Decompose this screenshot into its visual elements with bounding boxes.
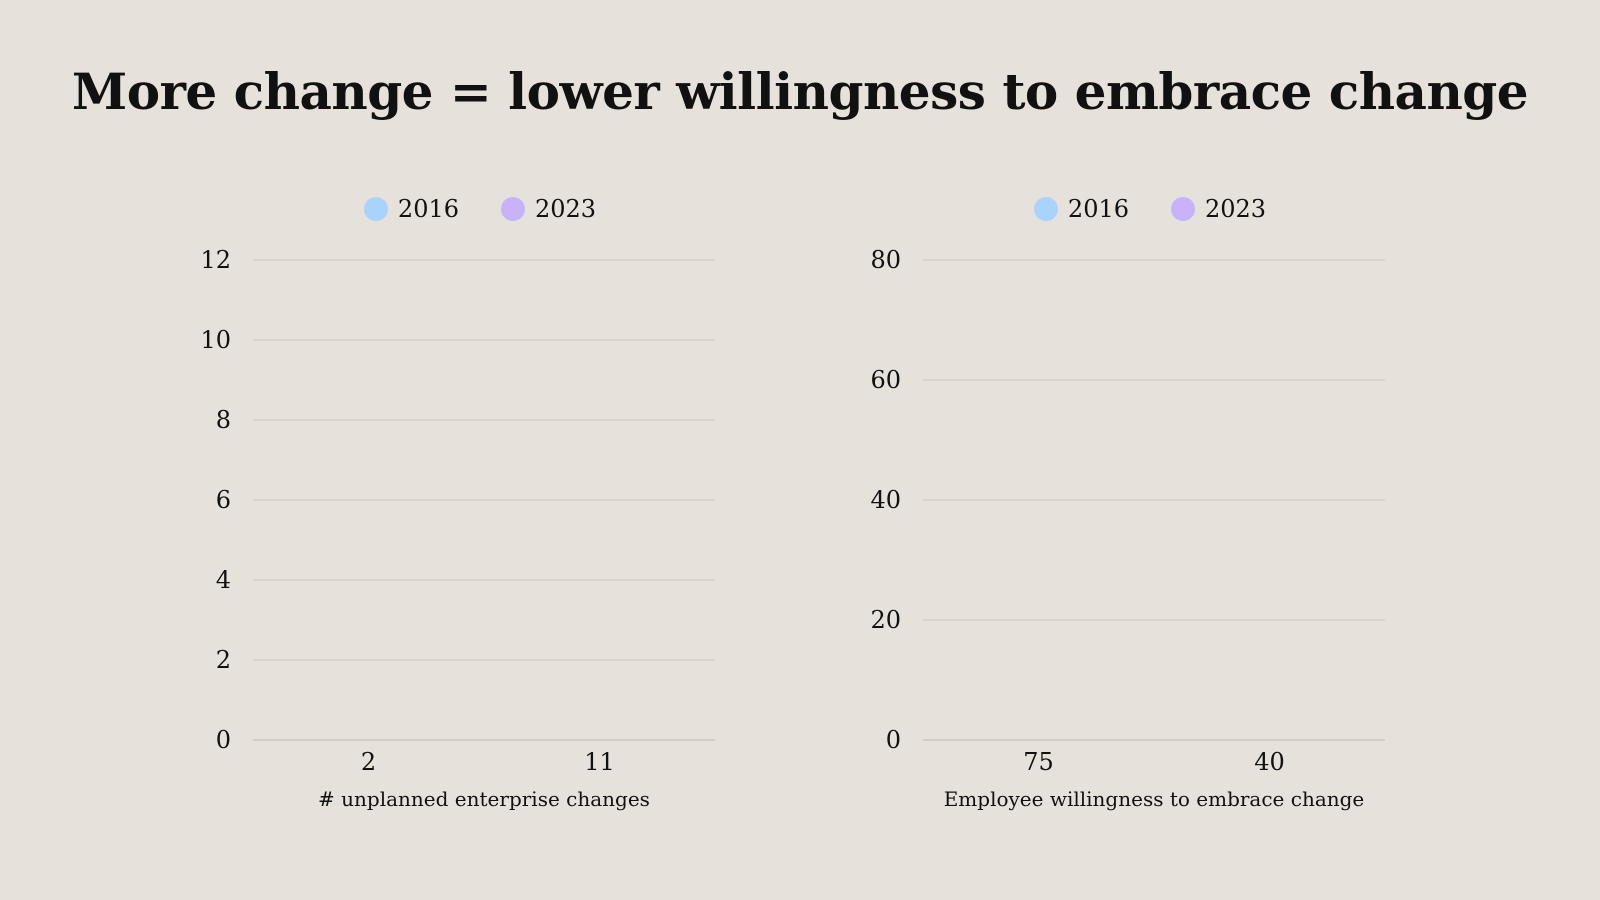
legend-swatch-2016 bbox=[1033, 197, 1058, 221]
legend-label-2023: 2023 bbox=[1205, 195, 1267, 223]
legend-item-2016: 2016 bbox=[1033, 195, 1129, 223]
chart-plot-area: 0 20 40 60 80 75 40 Employee willingness to emb… bbox=[870, 246, 1385, 811]
legend-item-2016: 2016 bbox=[363, 195, 459, 223]
willingness-chart: 2016 2023 0 20 40 60 80 75 40 Employee willingn… bbox=[840, 195, 1460, 835]
legend-label-2016: 2016 bbox=[1067, 195, 1129, 223]
y-tick-label: 8 bbox=[216, 406, 231, 434]
y-tick-label: 6 bbox=[216, 486, 231, 514]
y-tick-label: 20 bbox=[870, 606, 901, 634]
chart-legend: 2016 2023 bbox=[170, 195, 790, 223]
y-tick-label: 0 bbox=[216, 726, 231, 754]
chart-plot-area: 0 2 4 6 8 10 12 2 11 # unplanned enterprise chang… bbox=[200, 246, 715, 811]
slide-title: More change = lower willingness to embra… bbox=[71, 62, 1529, 121]
legend-item-2023: 2023 bbox=[1171, 195, 1266, 223]
y-tick-label: 40 bbox=[870, 486, 901, 514]
legend-swatch-2023 bbox=[501, 197, 525, 221]
legend-item-2023: 2023 bbox=[501, 195, 596, 223]
x-tick-label: 40 bbox=[1254, 748, 1285, 776]
legend-label-2023: 2023 bbox=[535, 195, 597, 223]
legend-label-2016: 2016 bbox=[397, 195, 459, 223]
y-tick-label: 80 bbox=[870, 246, 901, 274]
y-tick-label: 0 bbox=[886, 726, 901, 754]
y-tick-label: 4 bbox=[216, 566, 231, 594]
unplanned-changes-chart: 2016 2023 0 2 4 6 8 10 12 2 11 # unplanned enterp… bbox=[170, 195, 790, 835]
y-tick-label: 10 bbox=[200, 326, 231, 354]
y-tick-label: 60 bbox=[870, 366, 901, 394]
y-tick-label: 12 bbox=[200, 246, 231, 274]
x-tick-label: 75 bbox=[1023, 748, 1054, 776]
legend-swatch-2023 bbox=[1171, 197, 1195, 221]
x-axis-label: Employee willingness to embrace change bbox=[944, 787, 1365, 811]
x-tick-label: 2 bbox=[361, 748, 376, 776]
legend-swatch-2016 bbox=[363, 197, 388, 221]
x-tick-label: 11 bbox=[584, 748, 615, 776]
x-axis-label: # unplanned enterprise changes bbox=[318, 787, 650, 811]
y-tick-label: 2 bbox=[216, 646, 231, 674]
chart-legend: 2016 2023 bbox=[840, 195, 1460, 223]
